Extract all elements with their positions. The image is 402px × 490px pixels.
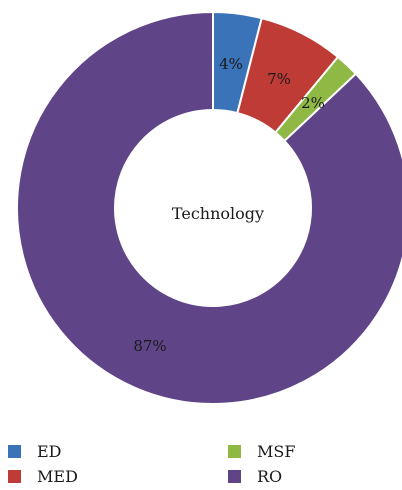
slice-label-ed: 4% <box>219 55 243 73</box>
slice-label-med: 7% <box>267 70 291 88</box>
slice-labels: 4% 7% 2% 87% <box>133 55 325 355</box>
slice-label-msf: 2% <box>301 94 325 112</box>
donut-hole <box>115 110 311 306</box>
slice-label-ro: 87% <box>133 337 166 355</box>
donut-slices <box>16 10 402 405</box>
center-label: Technology <box>172 204 264 223</box>
